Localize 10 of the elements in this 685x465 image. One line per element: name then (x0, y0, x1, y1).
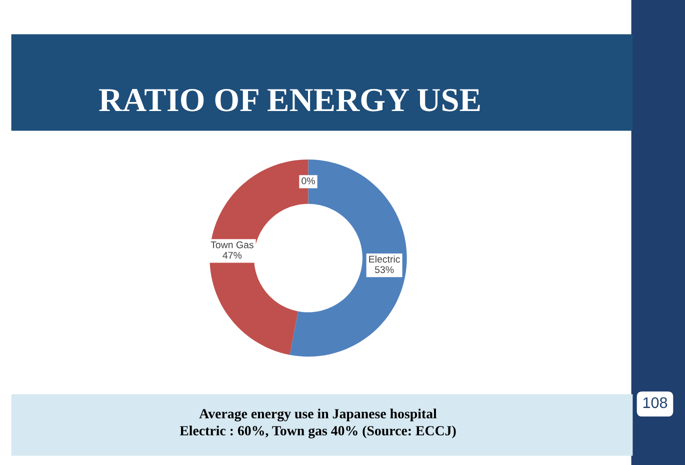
slice-label: Electric (369, 255, 400, 263)
slice-label: Town Gas (210, 241, 254, 248)
chart-title: RATIO OF ENERGY USE (99, 88, 480, 112)
data-label: 53% (374, 266, 394, 274)
donut-slice (290, 159, 407, 357)
text: 108 (643, 397, 668, 408)
data-label: 47% (222, 252, 242, 259)
text: Average energy use in Japanese hospital (199, 408, 437, 422)
text: Electric : 60%, Town gas 40% (Source: ECCJ) (180, 426, 456, 438)
text: 0% (302, 177, 315, 184)
